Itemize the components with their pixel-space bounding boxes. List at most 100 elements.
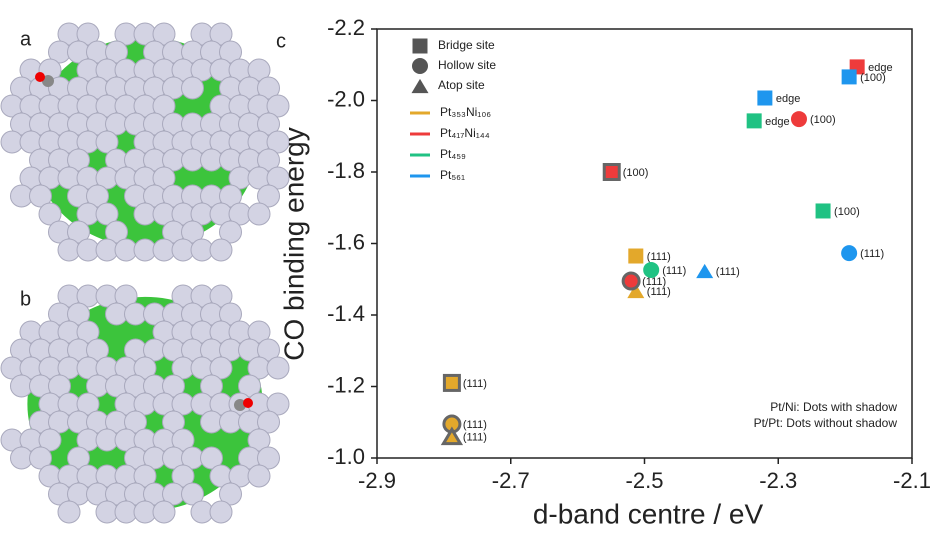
atom [200,446,223,470]
legend-label: Hollow site [438,58,496,72]
panel-label: c [276,30,286,52]
atom [152,166,176,190]
y-tick-label: -1.4 [327,301,365,326]
y-tick-label: -1.0 [327,444,365,469]
atom [257,184,280,208]
atom [67,220,90,244]
atom [257,410,280,434]
atom [57,500,81,524]
atom [238,374,261,398]
atom [67,148,90,172]
point-label: edge [868,62,892,74]
adsorbate-o [243,398,253,408]
atom [76,22,100,46]
atom [152,22,176,46]
atom [181,76,204,100]
atom [76,392,100,416]
legend-marker [412,38,428,54]
y-tick-label: -2.2 [327,15,365,40]
point [696,263,714,279]
atom [86,184,109,208]
atom [266,356,290,380]
atom [181,220,204,244]
atom [152,500,176,524]
atom [67,302,90,326]
point [440,426,464,446]
panel-label: b [20,288,31,310]
point-label: (111) [860,248,884,260]
adsorbate-c [234,399,246,411]
point [746,113,762,129]
atom [247,202,271,226]
atom [247,428,271,452]
point [790,111,807,128]
atom [257,76,280,100]
atom [209,284,233,308]
atom [114,284,138,308]
atom [48,374,71,398]
point [815,203,831,219]
x-tick-label: -2.5 [626,468,664,493]
atom [162,410,185,434]
legend-label: Atop site [438,78,485,92]
atom [209,500,233,524]
point-label: (111) [716,266,740,278]
atom [257,338,280,362]
atom [200,374,223,398]
legend-marker [412,58,428,74]
legend-marker [411,78,429,94]
point-label: (111) [662,265,686,277]
point-label: edge [765,116,789,128]
atom [219,482,242,506]
point-label: (111) [642,276,666,288]
panel-label: a [20,28,32,50]
adsorbate-c [42,75,54,87]
atom [247,58,271,82]
point [621,271,641,291]
atom [95,202,119,226]
point-label: (100) [623,167,649,179]
x-tick-label: -2.7 [492,468,530,493]
plot-frame [376,28,913,459]
adsorbate-o [35,72,45,82]
atom [209,22,233,46]
point [442,373,461,392]
atom [105,40,128,64]
y-tick-label: -1.6 [327,229,365,254]
y-tick-label: -1.2 [327,372,365,397]
point-label: (111) [463,419,487,431]
atom [219,220,242,244]
x-tick-label: -2.1 [893,468,931,493]
legend-label: Pt₃₅₃Ni₁₀₆ [440,105,491,119]
atom [247,320,271,344]
atom [219,40,242,64]
point [841,245,858,262]
legend-label: Pt₄₁₇Ni₁₄₄ [440,126,490,140]
atom [124,410,147,434]
point-label: (111) [647,286,671,298]
point-label: (111) [647,251,671,263]
atom [209,238,233,262]
point-label: (111) [463,378,487,390]
atom [152,94,176,118]
nanoparticles [0,22,290,524]
atom [162,374,185,398]
annotation: Pt/Pt: Dots without shadow [754,416,898,430]
point [602,163,621,181]
y-tick-label: -2.0 [327,86,365,111]
annotation: Pt/Ni: Dots with shadow [770,400,897,414]
atom [266,94,290,118]
atom [171,464,195,488]
x-tick-label: -2.3 [759,468,797,493]
atom [266,392,290,416]
point [643,261,660,278]
atom [67,446,90,470]
point-label: (100) [834,206,860,218]
point [627,283,645,299]
legend-label: Pt₅₆₁ [440,168,465,182]
point [757,90,773,106]
point-label: (100) [860,72,886,84]
point [628,248,644,264]
